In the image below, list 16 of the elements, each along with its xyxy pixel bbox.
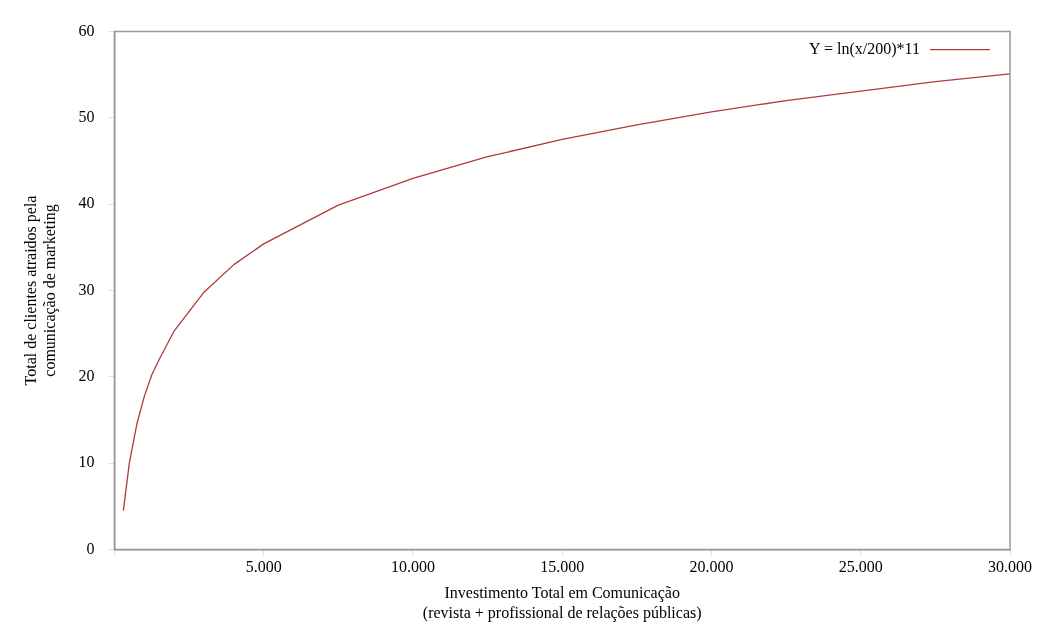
- y-tick-label: 30: [78, 280, 95, 298]
- y-tick-label: 50: [78, 108, 95, 126]
- y-tick-label: 60: [78, 21, 95, 39]
- y-tick-label: 20: [78, 367, 95, 384]
- x-tick-label: 25.000: [838, 558, 883, 576]
- y-axis-title: Total de clientes atraidos pela comunicação de marketing: [21, 195, 59, 386]
- x-tick-label: 5.000: [245, 558, 282, 576]
- legend-label: Y = ln(x/200)*11: [809, 39, 920, 58]
- y-tick-label: 0: [86, 539, 95, 557]
- y-tick-label: 40: [78, 194, 95, 212]
- x-tick-label: 20.000: [689, 558, 734, 576]
- y-tick-label: 10: [78, 453, 95, 471]
- x-tick-label: 30.000: [988, 558, 1032, 576]
- x-tick-label: 15.000: [540, 558, 585, 576]
- x-axis-title: Investimento Total em Comunicação (revista + profissional de relações públicas): [422, 584, 702, 622]
- x-tick-label: 10.000: [390, 558, 435, 576]
